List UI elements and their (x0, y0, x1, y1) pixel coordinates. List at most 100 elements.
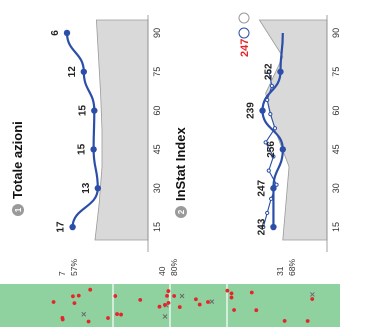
value-label-group: 12 (67, 66, 78, 78)
data-point (80, 68, 88, 75)
pitch-red-dot (88, 287, 93, 292)
value-label-group: 256 (266, 141, 277, 158)
data-point (90, 146, 97, 153)
data-point (63, 29, 71, 37)
pitch-x-mark (162, 314, 168, 319)
pitch-red-dot (72, 301, 77, 306)
value-label-group: 17 (56, 221, 67, 233)
comparison-point (263, 140, 268, 145)
pitch-red-dot (157, 304, 162, 309)
x-tick-label-group: 60 (331, 106, 341, 116)
legend-blue-circle-icon (238, 27, 250, 39)
pitch-red-dot (165, 294, 169, 298)
pitch-stat-count: 40 (157, 266, 167, 276)
chart-2-title: InStat Index (173, 127, 188, 201)
pitch-stat-group-3: 31 68% (275, 259, 297, 276)
value-label: 13 (81, 182, 92, 194)
chart-2-area (258, 19, 328, 241)
x-tick-label: 15 (152, 222, 162, 232)
x-tick-label-group: 75 (331, 67, 341, 77)
value-label-group: 239 (246, 102, 257, 119)
value-label-group: 243 (256, 218, 267, 235)
data-point (277, 68, 284, 75)
comparison-point (272, 126, 278, 131)
value-label-group: 15 (77, 143, 88, 155)
value-label-group: 15 (77, 105, 88, 117)
chart-1-value-labels: 17 13 15 15 12 6 (50, 30, 92, 233)
pitch-stat-pct: 80% (169, 259, 179, 276)
pitch-stat-count: 7 (57, 271, 67, 276)
x-tick-label-group: 30 (152, 183, 162, 193)
value-label-group: 6 (50, 30, 61, 36)
pitch-red-dot (166, 301, 171, 305)
comparison-point (271, 154, 276, 159)
x-tick-label: 30 (152, 183, 162, 193)
x-tick-label-group: 75 (152, 67, 162, 77)
data-point (279, 146, 286, 153)
data-point (270, 185, 277, 192)
pitch-red-dot (51, 300, 56, 304)
value-label: 243 (256, 218, 267, 235)
pitch-red-dot (249, 290, 254, 295)
pitch-x-mark (310, 292, 315, 297)
chart-2-title-group: 2 InStat Index (173, 127, 188, 218)
value-label-group: 13 (81, 182, 92, 194)
x-tick-label: 90 (152, 28, 162, 38)
pitch-red-dot (225, 288, 230, 293)
pitch-red-dot (232, 308, 236, 312)
chart-2-series-line (261, 32, 284, 228)
x-tick-label: 60 (331, 106, 341, 116)
data-point (69, 223, 76, 231)
data-point (94, 185, 102, 192)
comparison-point (268, 112, 273, 117)
x-tick-label-group: 15 (152, 222, 162, 232)
chart-1-points (63, 29, 102, 231)
pitch-event-marks (51, 287, 315, 324)
x-tick-label: 30 (331, 183, 341, 193)
pitch-stat-pct: 57% (69, 259, 79, 276)
comparison-point (269, 83, 274, 88)
chart-instat-index: 2 InStat Index 15 30 45 60 75 90 243 247 256 239… (173, 12, 341, 252)
chart-1-area (94, 19, 149, 241)
pitch-red-dot (71, 294, 75, 299)
comparison-point (269, 196, 274, 201)
pitch-red-dot (282, 319, 287, 323)
pitch-red-dot (177, 305, 182, 309)
chart-1-title-group: 1 Totale azioni (10, 121, 25, 216)
comparison-point (265, 97, 270, 103)
legend-gray-circle-icon (238, 12, 250, 24)
comparison-point (274, 182, 279, 187)
pitch-red-dot (229, 291, 234, 296)
x-tick-label-group: 30 (331, 183, 341, 193)
chart-1-series-line (65, 32, 99, 228)
value-label-group: 252 (263, 63, 274, 80)
value-label: 239 (246, 102, 257, 119)
value-label-group: 247 (256, 179, 267, 196)
x-tick-label: 45 (331, 144, 341, 154)
x-tick-label-group: 60 (152, 106, 162, 116)
chart-2-x-ticks: 15 30 45 60 75 90 (331, 28, 341, 232)
pitch-x-mark (81, 311, 87, 317)
pitch-panel (0, 284, 340, 327)
pitch-red-dot (119, 312, 123, 317)
pitch-red-dot (60, 317, 65, 322)
data-point (259, 107, 266, 114)
value-label: 15 (77, 105, 88, 117)
pitch-x-mark (179, 293, 185, 299)
value-label: 12 (67, 66, 78, 78)
pitch-red-dot (115, 312, 119, 316)
pitch-stat-count: 31 (275, 266, 285, 276)
x-tick-label: 60 (152, 106, 162, 116)
pitch-stat-pct: 68% (287, 259, 297, 276)
pitch-stat-group-1: 7 57% (57, 259, 79, 276)
chart-2-legend: 247 (238, 12, 251, 57)
chart-1-badge-number: 1 (14, 207, 23, 212)
chart-1-badge-icon (12, 204, 24, 216)
x-tick-label: 45 (152, 144, 162, 154)
data-point (91, 107, 98, 114)
x-tick-label-group: 90 (152, 28, 162, 38)
x-tick-label-group: 45 (331, 144, 341, 154)
pitch-red-dot (197, 302, 202, 307)
x-tick-label-group: 45 (152, 144, 162, 154)
